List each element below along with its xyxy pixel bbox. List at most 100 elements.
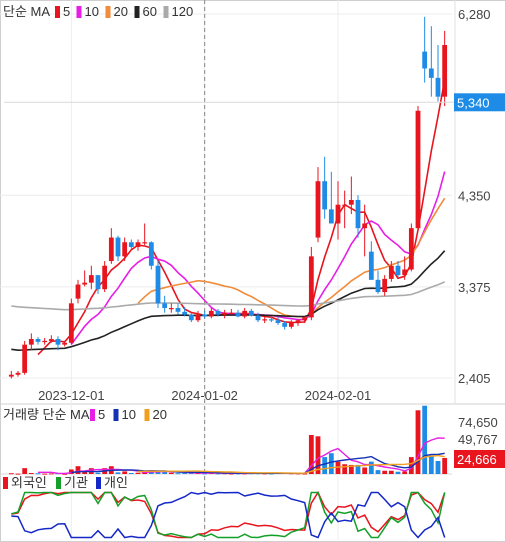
candle-body	[268, 319, 274, 321]
candle-body	[295, 320, 301, 323]
volume-bar	[302, 473, 308, 475]
candle	[188, 312, 194, 323]
candle	[82, 270, 88, 287]
current-volume-tag	[454, 450, 505, 468]
candle-body	[68, 303, 74, 343]
candle-body	[82, 282, 88, 285]
candle-body	[142, 242, 148, 244]
volume-panel	[8, 405, 448, 475]
current-price-label: 5,340	[457, 95, 490, 110]
candle-body	[282, 323, 288, 327]
price-tick-label: 2,405	[458, 371, 491, 386]
volume-bar	[175, 473, 181, 475]
volume-bar	[75, 466, 81, 474]
candle-body	[428, 68, 434, 78]
candle-body	[162, 303, 168, 309]
volume-bar	[402, 471, 408, 474]
candle	[95, 275, 101, 294]
candle-body	[215, 310, 221, 315]
candle	[408, 223, 414, 272]
volume-bar	[8, 473, 14, 475]
candle-body	[302, 317, 308, 321]
price-tick-label: 3,375	[458, 280, 491, 295]
investor-legend-label: 기관	[64, 475, 88, 490]
candle	[142, 223, 148, 246]
candle-body	[228, 312, 234, 314]
volume-bar	[408, 457, 414, 474]
candle	[275, 317, 281, 325]
candle	[402, 256, 408, 280]
candle	[195, 310, 201, 323]
candle	[182, 307, 188, 317]
volume-bar	[35, 473, 41, 475]
candle-body	[242, 310, 248, 317]
legend-swatch	[76, 6, 82, 18]
volume-bar	[335, 461, 341, 474]
volume-ma-10-line	[71, 452, 445, 474]
volume-ma-legend-label: 10	[122, 407, 136, 422]
legend-swatch	[113, 409, 119, 421]
candle	[235, 309, 241, 318]
candle-body	[102, 265, 108, 290]
candle	[222, 309, 228, 319]
candle-body	[222, 312, 228, 315]
candle	[215, 308, 221, 317]
candle-body	[362, 223, 368, 229]
candle	[108, 228, 114, 264]
candle-body	[248, 310, 254, 316]
price-panel	[4, 16, 455, 379]
candle-body	[95, 275, 101, 290]
candle-body	[308, 256, 314, 318]
candle-body	[208, 310, 214, 317]
candle-body	[35, 339, 41, 342]
candle	[22, 340, 28, 375]
candle-body	[335, 204, 341, 224]
legend-swatch	[56, 477, 61, 489]
candle-body	[22, 344, 28, 373]
candle	[368, 241, 374, 280]
candle	[428, 26, 434, 97]
candle-body	[395, 265, 401, 276]
volume-bar	[62, 473, 68, 475]
volume-bar	[128, 473, 134, 475]
candle-body	[168, 308, 174, 310]
candle-body	[55, 339, 61, 345]
candle	[415, 106, 421, 231]
candle	[15, 370, 21, 377]
candle-body	[415, 110, 421, 229]
volume-bar	[168, 472, 174, 474]
volume-ma-legend-label: 5	[98, 407, 105, 422]
legend-swatch	[90, 409, 95, 421]
candle	[382, 275, 388, 296]
candle-body	[442, 44, 448, 97]
price-ma-120-line	[11, 281, 446, 311]
investor-legend-label: 개인	[104, 475, 128, 490]
investor-legend-label: 외국인	[11, 475, 47, 490]
volume-bar	[202, 473, 208, 475]
candle	[128, 239, 134, 249]
volume-bar	[442, 457, 448, 474]
legend-swatch	[96, 477, 101, 489]
candle	[355, 195, 361, 238]
volume-bar	[342, 464, 348, 474]
candle-body	[8, 374, 14, 377]
volume-bar	[162, 472, 168, 474]
price-ma-legend-label: 5	[63, 4, 70, 19]
candle	[148, 241, 154, 270]
candle	[175, 303, 181, 315]
candle-body	[348, 199, 354, 205]
candle	[422, 16, 428, 83]
volume-bar	[395, 471, 401, 474]
legend-swatch	[163, 6, 169, 18]
candle-body	[408, 228, 414, 270]
volume-bar	[182, 473, 188, 475]
volume-tick-label: 74,650	[458, 415, 498, 430]
candle	[375, 270, 381, 294]
candle	[322, 156, 328, 219]
volume-bar	[388, 470, 394, 474]
volume-bar	[115, 472, 121, 474]
candle-body	[422, 51, 428, 69]
legend-swatch	[55, 6, 60, 18]
candle-body	[388, 265, 394, 279]
